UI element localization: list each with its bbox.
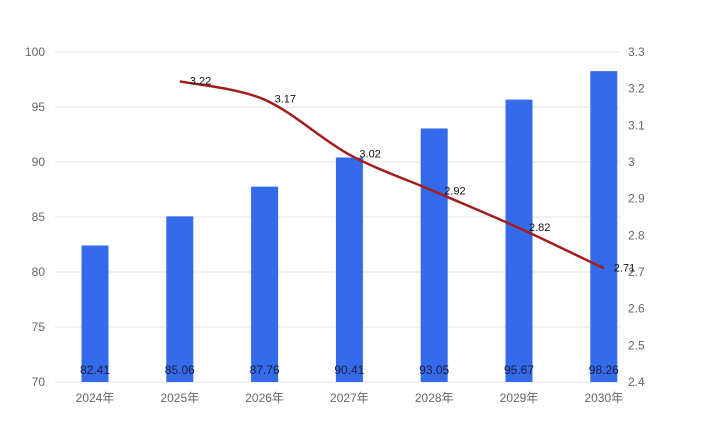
- bar: [590, 71, 618, 382]
- bar: [166, 216, 194, 382]
- bar-value-label: 93.05: [419, 363, 449, 377]
- left-tick-label: 80: [32, 265, 46, 279]
- left-tick-label: 90: [32, 155, 46, 169]
- x-tick-label: 2028年: [415, 391, 454, 405]
- right-tick-label: 2.8: [628, 228, 645, 242]
- left-tick-label: 100: [25, 45, 45, 59]
- right-tick-label: 3.1: [628, 118, 645, 132]
- line-value-label: 2.82: [529, 222, 550, 234]
- bar: [335, 157, 363, 382]
- right-tick-label: 2.5: [628, 338, 645, 352]
- x-tick-label: 2026年: [245, 391, 284, 405]
- line-value-label: 3.17: [275, 94, 296, 106]
- left-tick-label: 75: [32, 320, 46, 334]
- x-tick-label: 2027年: [330, 391, 369, 405]
- x-tick-label: 2030年: [584, 391, 623, 405]
- line-value-label: 3.22: [190, 75, 211, 87]
- bar: [81, 245, 109, 382]
- right-tick-label: 3.3: [628, 45, 645, 59]
- right-tick-label: 2.6: [628, 302, 645, 316]
- bar: [251, 186, 279, 382]
- bar-value-label: 98.26: [589, 363, 619, 377]
- bar-value-label: 87.76: [250, 363, 280, 377]
- left-tick-label: 70: [32, 375, 46, 389]
- x-tick-label: 2025年: [160, 391, 199, 405]
- right-tick-label: 2.7: [628, 265, 645, 279]
- bar: [420, 128, 448, 382]
- left-tick-label: 85: [32, 210, 46, 224]
- bar-value-label: 95.67: [504, 363, 534, 377]
- bar-value-label: 90.41: [334, 363, 364, 377]
- left-tick-label: 95: [32, 100, 46, 114]
- right-tick-label: 2.9: [628, 192, 645, 206]
- line-value-label: 2.92: [444, 185, 465, 197]
- bar-value-label: 82.41: [80, 363, 110, 377]
- right-tick-label: 2.4: [628, 375, 645, 389]
- line-series: [179, 80, 605, 270]
- right-tick-label: 3.2: [628, 82, 645, 96]
- bar-value-label: 85.06: [165, 363, 195, 377]
- line-value-label: 3.02: [359, 149, 380, 161]
- bar: [505, 99, 533, 382]
- x-tick-label: 2029年: [500, 391, 539, 405]
- line-value-label: 2.71: [614, 262, 635, 274]
- x-tick-label: 2024年: [76, 391, 115, 405]
- right-tick-label: 3: [628, 155, 635, 169]
